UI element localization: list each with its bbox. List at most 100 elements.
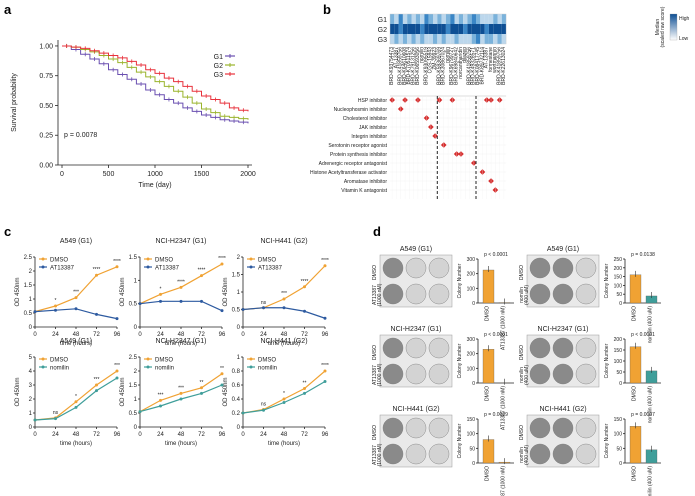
bar-p-value: p = 0.0007 [631, 412, 655, 418]
bar-y-tick-label: 300 [467, 337, 476, 343]
x-tick-label: 72 [198, 332, 205, 338]
x-tick-label: 24 [260, 332, 267, 338]
growth-point [282, 306, 286, 310]
growth-point [179, 391, 183, 395]
colony-bar [629, 274, 642, 304]
plate-row-label-dose: (400 uM) [524, 445, 530, 465]
x-tick-label: 48 [178, 332, 185, 338]
y-tick-label: 0.5 [232, 308, 241, 314]
x-axis-label: time (hours) [60, 441, 92, 447]
heatmap-cell [433, 24, 438, 34]
y-tick-label: 0.5 [24, 311, 33, 317]
growth-chart-title: NCI-H2347 (G1) [156, 238, 207, 245]
x-tick-label: 48 [281, 332, 288, 338]
colony-well [428, 443, 450, 465]
y-axis-label: OD 450nm [15, 277, 21, 306]
bar-y-axis-label: Colony Number [604, 263, 610, 298]
y-tick-label: 0.8 [232, 369, 241, 375]
x-tick-label: 0 [241, 432, 245, 438]
heatmap-cell [390, 14, 395, 24]
colony-well [529, 417, 551, 439]
legend-label-G1: G1 [214, 54, 223, 61]
bar-y-tick-label: 200 [614, 337, 623, 343]
moa-label: Protein synthesis inhibitor [330, 152, 387, 158]
heatmap-cell [450, 24, 455, 34]
bar-category-label: AT13387 (1000 nM) [501, 466, 507, 496]
x-tick-label: 1000 [147, 171, 163, 178]
heatmap-cell [458, 14, 464, 24]
x-tick-label: 72 [93, 332, 100, 338]
heatmap-cell [476, 24, 481, 34]
y-axis-label: OD 450nm [223, 377, 229, 406]
heatmap-cell [458, 24, 464, 34]
growth-point [323, 264, 327, 268]
legend-marker [41, 265, 45, 269]
x-tick-label: 96 [114, 432, 121, 438]
heatmap-column-label: BRD-K22613024 [501, 47, 507, 85]
bar-category-label: AT13387 (1000 nM) [501, 386, 507, 430]
panel-letter-c: c [4, 224, 11, 239]
y-tick-label: 1.5 [129, 255, 138, 261]
y-tick-label: 2 [29, 269, 33, 275]
bar-category-label: DMSO [485, 466, 491, 481]
colony-bar [482, 349, 495, 384]
colony-well [552, 417, 574, 439]
heatmap-cell [471, 34, 476, 44]
colony-well [405, 363, 427, 385]
x-tick-label: 24 [260, 432, 267, 438]
bar-p-value: p < 0.0001 [484, 332, 508, 338]
y-tick-label: 1 [134, 397, 138, 403]
growth-point [95, 383, 98, 387]
colony-bar [482, 439, 495, 464]
heatmap-cell [420, 14, 425, 24]
bar-y-tick-label: 50 [616, 292, 622, 298]
y-tick-label: 0.2 [232, 411, 241, 417]
heatmap-cell [471, 24, 476, 34]
growth-line-nomilin [242, 380, 326, 414]
x-tick-label: 48 [281, 432, 288, 438]
bar-y-tick-label: 200 [467, 272, 476, 278]
x-tick-label: 72 [93, 432, 100, 438]
heatmap-cell [467, 24, 472, 34]
heatmap-column-label: nomilin [419, 47, 425, 63]
colony-well [552, 337, 574, 359]
growth-point [54, 417, 57, 421]
heatmap-cell [428, 24, 433, 34]
y-axis-label: OD 450nm [15, 377, 21, 406]
growth-point [323, 369, 327, 373]
growth-point [74, 296, 78, 300]
colony-well [405, 443, 427, 465]
y-tick-label: 0 [237, 325, 241, 331]
heatmap-cell [488, 34, 494, 44]
heatmap-cell [484, 34, 489, 44]
heatmap-cell [402, 24, 408, 34]
moa-label: Cholesterol inhibitor [343, 116, 388, 122]
heatmap-cell [415, 24, 421, 34]
colony-well [575, 337, 597, 359]
growth-point [95, 389, 98, 393]
plate-row-label-dose: (400 uM) [524, 285, 530, 305]
legend-label: DMSO [258, 258, 276, 264]
x-tick-label: 0 [33, 332, 37, 338]
colony-well [382, 443, 404, 465]
heatmap-cell [463, 14, 468, 24]
bar-y-tick-label: 100 [614, 359, 623, 365]
colony-well [552, 363, 574, 385]
bar-y-tick-label: 100 [467, 366, 476, 372]
plate-row-label-dmso: DMSO [372, 265, 378, 280]
plate-row-label-dmso: DMSO [519, 265, 525, 280]
legend-marker [146, 265, 150, 269]
x-axis-label: Time (day) [138, 182, 171, 189]
heatmap-column-label: AT-13387 [484, 47, 490, 69]
heatmap-cell [480, 14, 485, 24]
heatmap-cell [437, 34, 442, 44]
moa-label: HSP inhibitor [358, 98, 387, 104]
y-tick-label: 3 [29, 383, 33, 389]
heatmap-legend-title: (scaled raw score) [660, 6, 666, 47]
growth-point [138, 302, 142, 306]
bar-y-tick-label: 100 [614, 432, 623, 438]
growth-point [262, 306, 265, 310]
growth-point [115, 317, 119, 321]
bar-y-axis-label: Colony Number [604, 423, 610, 458]
